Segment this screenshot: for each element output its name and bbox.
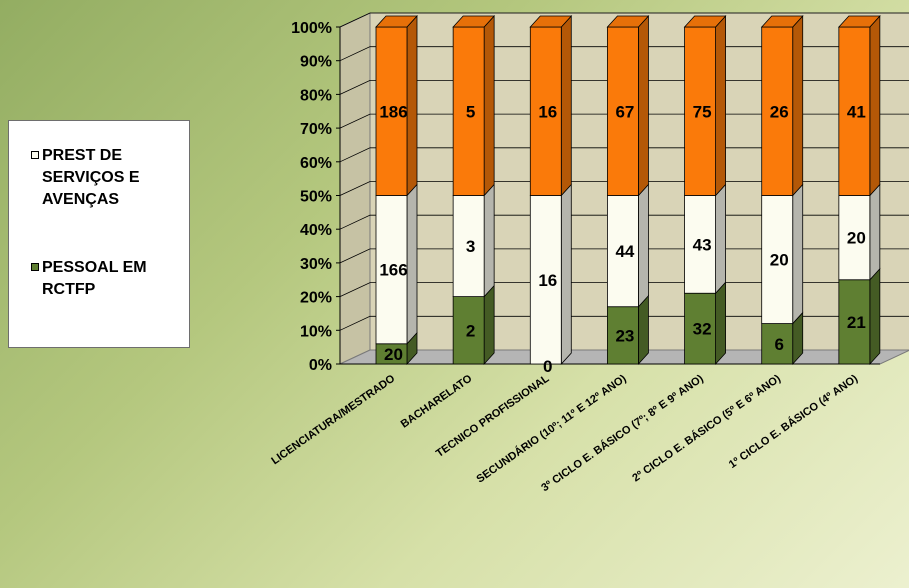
bar-top: [375, 26, 408, 196]
legend-label-pessoal-rctfp: PESSOAL EM RCTFP: [42, 259, 147, 298]
legend-label-prest-servicos: PREST DE SERVIÇOS E AVENÇAS: [42, 147, 140, 208]
bar-side-prest-servicos: [483, 183, 495, 298]
y-tick-label: 100%: [291, 20, 332, 37]
gridline: [339, 147, 909, 163]
bar-top-face: [529, 15, 573, 28]
bar-side-top: [560, 14, 572, 197]
bar-side-top: [483, 14, 495, 197]
data-label-prest-servicos: 20: [770, 251, 789, 270]
bar-top-face: [452, 15, 496, 28]
x-tick-label: 2º CICLO E. BÁSICO (5º E 6º ANO): [630, 372, 783, 485]
y-tick-label: 20%: [300, 290, 332, 307]
bar-pessoal-rctfp: [452, 296, 485, 365]
bar-side-top: [406, 14, 418, 197]
y-tick-label: 10%: [300, 323, 332, 340]
data-label-prest-servicos: 166: [379, 261, 407, 280]
data-label-prest-servicos: 43: [693, 235, 712, 254]
bar-pessoal-rctfp: [761, 323, 794, 365]
bar-side-top: [715, 14, 726, 197]
data-label-prest-servicos: 16: [538, 271, 557, 290]
bar-side-top: [638, 14, 649, 197]
bar-top: [529, 26, 562, 196]
bar-pessoal-rctfp: [607, 306, 639, 365]
bar-side-pessoal-rctfp: [638, 294, 649, 366]
data-label-pessoal-rctfp: 2: [466, 321, 475, 340]
legend-swatch-prest-servicos: [31, 151, 39, 159]
x-tick-label: BACHARELATO: [399, 372, 475, 430]
legend-swatch-pessoal-rctfp: [31, 263, 39, 271]
data-label-top: 16: [538, 102, 557, 121]
bar-top-face: [375, 15, 418, 28]
x-tick-label: SECUNDÁRIO (10º; 11º E 12º ANO): [474, 372, 629, 486]
gridline: [339, 248, 909, 264]
data-label-prest-servicos: 20: [847, 229, 866, 248]
y-tick-label: 40%: [300, 222, 332, 239]
gridline: [339, 113, 909, 129]
gridline: [339, 214, 909, 230]
bar-side-prest-servicos: [792, 183, 804, 325]
data-label-pessoal-rctfp: 6: [774, 335, 783, 354]
data-label-top: 26: [770, 102, 789, 121]
bar-pessoal-rctfp: [838, 279, 871, 365]
data-label-top: 5: [466, 102, 475, 121]
gridline: [339, 181, 909, 196]
bar-prest-servicos: [838, 195, 871, 281]
x-tick-label: 3º CICLO E. BÁSICO (7º; 8º E 9º ANO): [539, 372, 706, 495]
bar-prest-servicos: [761, 195, 794, 324]
y-tick-label: 70%: [300, 121, 332, 138]
bar-top-face: [837, 15, 881, 28]
bar-top-face: [606, 15, 650, 28]
data-label-top: 75: [693, 102, 712, 121]
gridline: [339, 46, 909, 62]
bar-side-top: [792, 14, 804, 197]
y-tick-label: 90%: [300, 54, 332, 71]
bar-side-pessoal-rctfp: [715, 281, 726, 366]
bar-side-pessoal-rctfp: [483, 284, 495, 366]
data-label-top: 67: [615, 102, 634, 121]
data-label-pessoal-rctfp: 20: [384, 345, 403, 364]
data-label-top: 186: [379, 102, 407, 121]
y-tick-label: 50%: [300, 189, 332, 206]
data-label-pessoal-rctfp: 0: [543, 357, 552, 376]
data-label-prest-servicos: 44: [615, 242, 634, 261]
bar-top: [684, 26, 716, 196]
data-label-pessoal-rctfp: 32: [693, 320, 712, 339]
y-tick-label: 30%: [300, 256, 332, 273]
data-label-top: 41: [847, 102, 866, 121]
gridline: [339, 282, 909, 297]
gridline: [339, 80, 909, 95]
bar-top: [838, 26, 871, 196]
data-label-pessoal-rctfp: 23: [615, 326, 634, 345]
y-tick-label: 0%: [309, 357, 332, 374]
chart-legend: PREST DE SERVIÇOS E AVENÇAS PESSOAL EM R…: [8, 120, 190, 348]
bar-side-prest-servicos: [406, 183, 418, 345]
gridline: [339, 315, 909, 331]
bar-side-pessoal-rctfp: [869, 267, 881, 366]
bar-side-top: [869, 14, 881, 197]
gridline: [339, 12, 909, 28]
bar-top: [607, 26, 639, 196]
x-tick-label: LICENCIATURA/MESTRADO: [269, 372, 397, 467]
bar-side-prest-servicos: [869, 183, 881, 281]
data-label-pessoal-rctfp: 21: [847, 313, 866, 332]
x-tick-label: 1º CICLO E. BÁSICO (4º ANO): [726, 372, 860, 471]
data-label-prest-servicos: 3: [466, 237, 475, 256]
bar-top-face: [760, 15, 804, 28]
bar-side-prest-servicos: [715, 183, 726, 295]
bar-top: [452, 26, 485, 196]
bar-side-prest-servicos: [638, 183, 649, 308]
y-tick-label: 80%: [300, 87, 332, 104]
bar-prest-servicos: [607, 195, 639, 308]
y-tick-label: 60%: [300, 155, 332, 172]
bar-top-face: [683, 15, 727, 28]
bar-side-prest-servicos: [560, 183, 572, 366]
